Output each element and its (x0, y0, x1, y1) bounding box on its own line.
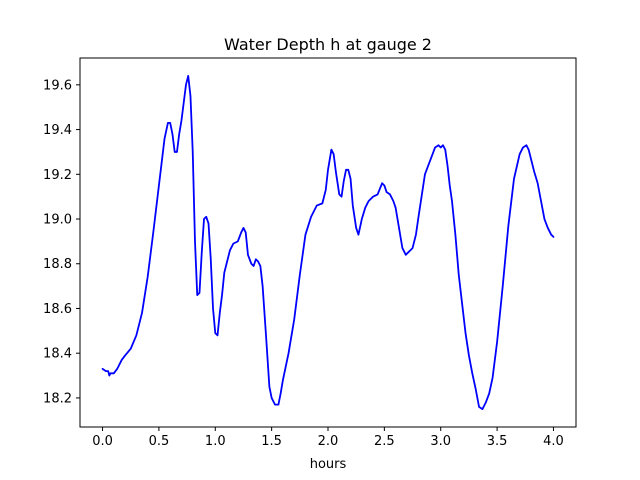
x-axis-label: hours (310, 457, 347, 472)
x-axis: 0.0 0.5 1.0 1.5 2.0 2.5 3.0 3.5 4.0 (92, 427, 564, 449)
x-tick-label: 0.0 (92, 434, 113, 449)
series-layer (101, 74, 555, 411)
y-tick-label: 18.2 (43, 391, 72, 406)
x-tick-label: 3.0 (430, 434, 451, 449)
y-tick-label: 19.4 (43, 123, 72, 138)
plot-area (79, 57, 577, 428)
x-tick-label: 3.5 (487, 434, 508, 449)
y-tick-label: 19.2 (43, 168, 72, 183)
x-tick-label: 4.0 (543, 434, 564, 449)
series-line-0 (101, 74, 555, 411)
y-tick-label: 19.0 (43, 213, 72, 228)
y-tick-label: 18.8 (43, 257, 72, 272)
y-tick-label: 18.6 (43, 302, 72, 317)
x-tick-label: 0.5 (149, 434, 170, 449)
chart-title: Water Depth h at gauge 2 (224, 35, 432, 54)
x-tick-label: 2.0 (318, 434, 339, 449)
y-axis: 18.2 18.4 18.6 18.8 19.0 19.2 19.4 19.6 (43, 78, 80, 406)
plot-background (80, 58, 576, 427)
x-tick-label: 1.5 (261, 434, 282, 449)
y-tick-label: 19.6 (43, 78, 72, 93)
x-tick-label: 2.5 (374, 434, 395, 449)
x-tick-label: 1.0 (205, 434, 226, 449)
y-tick-label: 18.4 (43, 347, 72, 362)
